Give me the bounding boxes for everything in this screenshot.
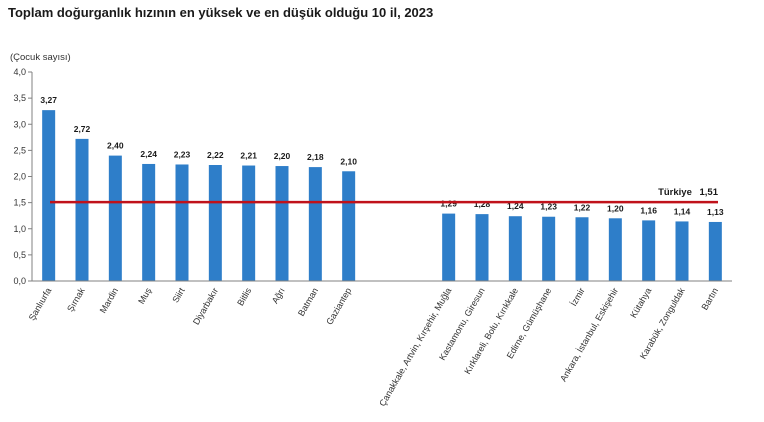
bars xyxy=(42,110,722,281)
bar xyxy=(75,138,89,281)
bar-value-label: 1,29 xyxy=(440,199,457,209)
category-label: Gaziantep xyxy=(324,286,353,327)
bar xyxy=(308,167,322,281)
bar xyxy=(575,217,589,281)
bar xyxy=(242,165,256,281)
category-label: Bartın xyxy=(699,286,720,312)
bar xyxy=(442,213,456,281)
chart-title: Toplam doğurganlık hızının en yüksek ve … xyxy=(8,5,434,20)
bar xyxy=(508,216,522,281)
category-label: Mardin xyxy=(98,286,120,315)
category-label: İzmir xyxy=(568,286,586,308)
bar xyxy=(475,214,489,281)
y-tick-label: 3,0 xyxy=(13,119,26,129)
bar xyxy=(642,220,656,281)
category-label: Ankara, İstanbul, Eskişehir xyxy=(558,286,620,383)
y-axis-ticks: 0,0 0,5 1,0 1,5 2,0 2,5 3,0 3,5 4,0 xyxy=(13,67,32,286)
bar xyxy=(42,110,56,281)
y-tick-label: 3,5 xyxy=(13,93,26,103)
bar xyxy=(142,163,156,281)
bar xyxy=(275,166,289,281)
bar xyxy=(608,218,622,281)
bar-value-label: 1,16 xyxy=(640,205,657,215)
bar xyxy=(342,171,356,281)
bar-value-label: 1,14 xyxy=(674,206,691,216)
bar-value-labels: 3,27 2,72 2,40 2,24 2,23 2,22 2,21 2,20 2,18 2,10… xyxy=(40,95,723,217)
turkiye-average-label: Türkiye 1,51 xyxy=(658,187,719,198)
category-label: Şanlıurfa xyxy=(27,286,54,322)
bar xyxy=(542,216,556,281)
bar xyxy=(108,155,122,281)
bar xyxy=(675,221,689,281)
y-tick-label: 0,0 xyxy=(13,276,26,286)
y-axis-unit-label: (Çocuk sayısı) xyxy=(10,52,71,63)
y-tick-label: 4,0 xyxy=(13,67,26,77)
bar-value-label: 2,24 xyxy=(140,149,157,159)
category-label: Ağrı xyxy=(270,286,287,305)
y-tick-label: 1,5 xyxy=(13,198,26,208)
bar xyxy=(175,164,189,281)
bar-value-label: 1,24 xyxy=(507,201,524,211)
bar-value-label: 3,27 xyxy=(40,95,57,105)
category-label: Şırnak xyxy=(65,286,87,314)
category-label: Diyarbakır xyxy=(191,286,220,327)
bar-value-label: 2,21 xyxy=(240,151,257,161)
bar-value-label: 1,20 xyxy=(607,203,624,213)
bar-value-label: 2,18 xyxy=(307,152,324,162)
y-tick-label: 2,0 xyxy=(13,172,26,182)
bar-value-label: 1,13 xyxy=(707,207,724,217)
category-label: Siirt xyxy=(170,286,187,305)
bar xyxy=(208,165,222,281)
bar-value-label: 2,72 xyxy=(74,124,91,134)
bar-value-label: 2,40 xyxy=(107,141,124,151)
y-tick-label: 2,5 xyxy=(13,145,26,155)
bar-value-label: 2,10 xyxy=(340,156,357,166)
bar-value-label: 1,28 xyxy=(474,199,491,209)
bar-value-label: 2,23 xyxy=(174,149,191,159)
bar xyxy=(708,221,722,281)
category-labels: Şanlıurfa Şırnak Mardin Muş Siirt Diyarbakır B… xyxy=(27,286,720,408)
category-label: Bitlis xyxy=(235,286,253,308)
bar-value-label: 1,22 xyxy=(574,202,591,212)
category-label: Batman xyxy=(296,286,320,318)
bar-value-label: 1,23 xyxy=(540,202,557,212)
category-label: Kütahya xyxy=(628,286,653,320)
bar-value-label: 2,20 xyxy=(274,151,291,161)
y-tick-label: 0,5 xyxy=(13,250,26,260)
bar-value-label: 2,22 xyxy=(207,150,224,160)
y-tick-label: 1,0 xyxy=(13,224,26,234)
category-label: Muş xyxy=(136,286,153,306)
